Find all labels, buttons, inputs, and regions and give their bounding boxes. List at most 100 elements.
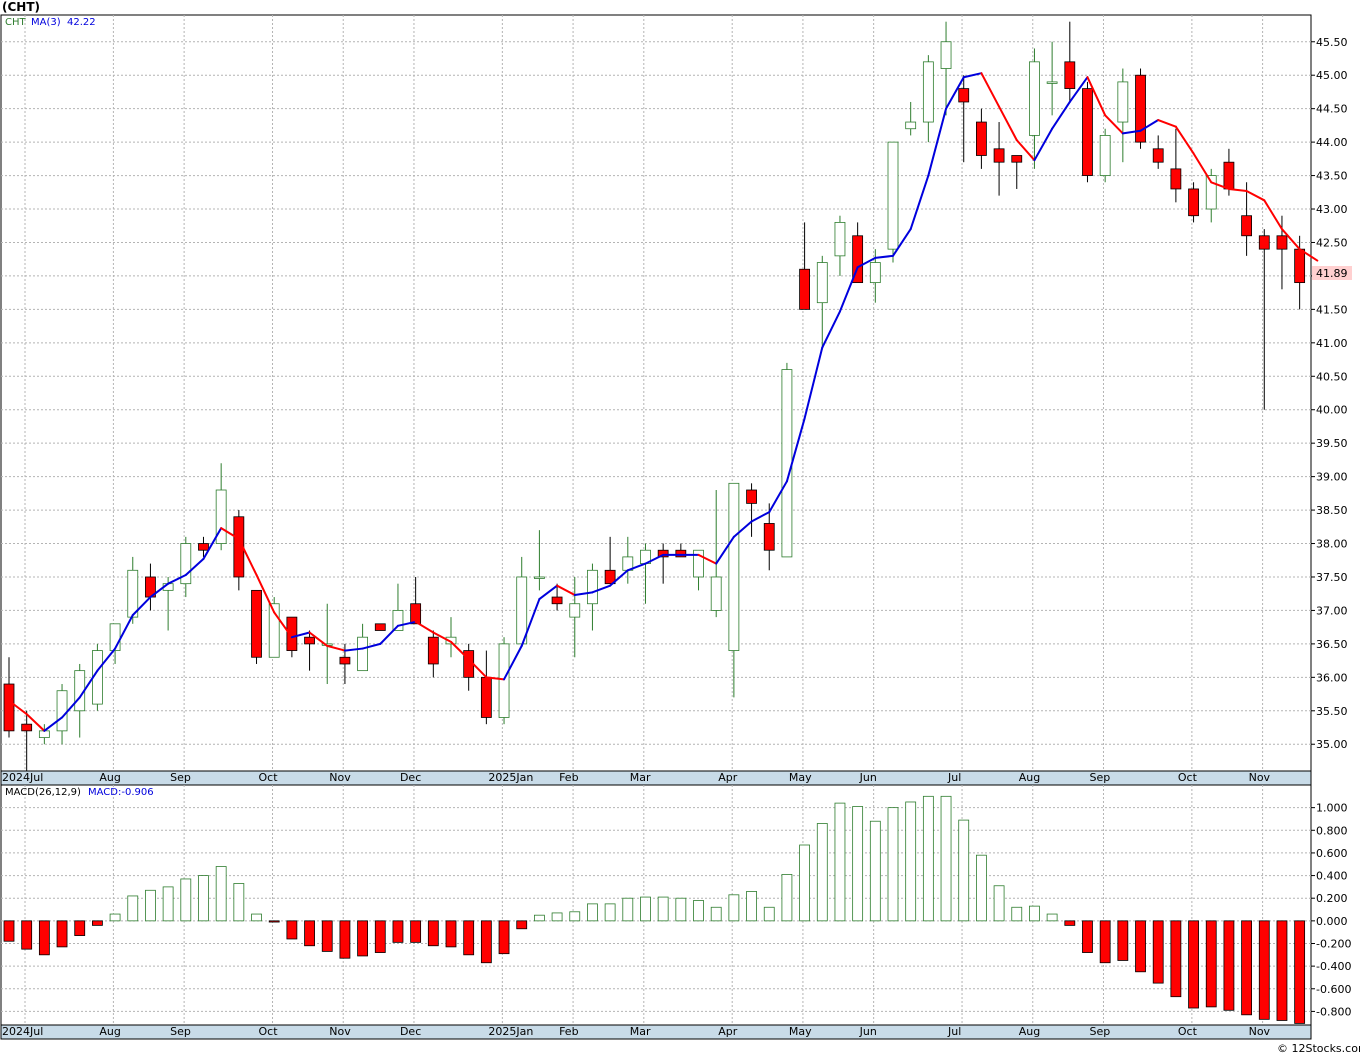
candle-body xyxy=(374,623,386,631)
macd-xtick-label: Nov xyxy=(329,1025,351,1038)
price-xtick-label: Oct xyxy=(259,771,279,784)
ma-line-segment xyxy=(149,582,170,599)
macd-bar xyxy=(480,920,492,964)
candle-body xyxy=(339,656,351,665)
macd-bar xyxy=(251,913,262,922)
ma-line-segment xyxy=(732,520,753,538)
candle-body xyxy=(746,489,757,504)
macd-ytick-label: 0.600 xyxy=(1316,847,1348,860)
ma-line-segment xyxy=(290,631,311,639)
macd-bar xyxy=(321,920,333,952)
price-ytick-label: 40.00 xyxy=(1316,404,1348,417)
macd-xaxis-strip: 2024Jul Aug Sep Oct Nov Dec 2025Jan Feb Mar Apr Ma… xyxy=(0,1024,1312,1040)
ma-line-segment xyxy=(43,716,64,732)
ma-line-segment xyxy=(167,573,187,585)
macd-bar xyxy=(392,920,404,943)
ma-line-segment xyxy=(626,562,647,572)
macd-bar xyxy=(374,920,386,953)
macd-bar xyxy=(339,920,351,959)
ma-line-segment xyxy=(361,642,382,650)
price-ytick-label: 45.50 xyxy=(1316,36,1348,49)
ma-line-segment xyxy=(1263,199,1283,231)
price-xtick-label: May xyxy=(789,771,812,784)
macd-bar xyxy=(869,820,881,922)
ma-line-segment xyxy=(379,624,399,645)
macd-bar xyxy=(905,801,917,922)
ma-line-segment xyxy=(591,584,612,594)
macd-bar xyxy=(463,920,475,956)
macd-xtick-label: 2025Jan xyxy=(488,1025,533,1038)
macd-bar xyxy=(1223,920,1235,1011)
candle-body xyxy=(480,676,492,718)
macd-ytick-label: 0.000 xyxy=(1316,915,1348,928)
candle-body xyxy=(922,61,934,123)
candle-body xyxy=(1029,61,1040,136)
candle-body xyxy=(286,616,298,651)
ma-line-segment xyxy=(1068,76,1089,103)
price-xtick-label: Nov xyxy=(1249,771,1271,784)
macd-bar xyxy=(816,823,828,922)
macd-xtick-label: Aug xyxy=(1019,1025,1040,1038)
macd-bar xyxy=(746,891,757,922)
ma-line-segment xyxy=(414,620,435,634)
macd-bar xyxy=(145,889,156,922)
macd-bar xyxy=(1029,905,1040,922)
candle-body xyxy=(1064,61,1076,89)
macd-bar xyxy=(622,897,634,922)
macd-xtick-label: Apr xyxy=(718,1025,738,1038)
price-ytick-label: 38.50 xyxy=(1316,504,1348,517)
ma-line-segment xyxy=(326,644,346,652)
price-legend-ma-label: MA(3) xyxy=(31,17,61,28)
macd-bar xyxy=(604,903,616,922)
ma-line-segment xyxy=(856,256,877,269)
macd-bar xyxy=(1241,920,1252,1016)
candle-body xyxy=(1205,175,1217,210)
macd-xtick-label: Jun xyxy=(859,1025,877,1038)
macd-bar xyxy=(427,920,439,947)
ma-line-segment xyxy=(750,511,771,523)
price-xtick-label: Oct xyxy=(1178,771,1198,784)
macd-bar xyxy=(198,875,209,922)
ma-line-segment xyxy=(467,658,488,679)
ma-line-segment xyxy=(697,553,718,565)
candle-body xyxy=(799,268,810,310)
macd-xtick-label: Mar xyxy=(630,1025,651,1038)
macd-bar xyxy=(268,920,280,923)
candle-body xyxy=(781,369,793,558)
candle-body xyxy=(1241,215,1252,237)
macd-bar xyxy=(21,920,33,950)
candle-body xyxy=(728,482,740,651)
candle-body xyxy=(268,603,280,658)
price-panel: 35.00 35.50 36.00 36.50 37.00 37.50 38.00 38.50… xyxy=(0,14,1352,772)
macd-ytick-label: 0.200 xyxy=(1316,892,1348,905)
price-ytick-label: 35.50 xyxy=(1316,705,1348,718)
macd-bar xyxy=(922,795,934,922)
candle-body xyxy=(251,589,262,658)
candle-body xyxy=(940,41,952,69)
price-ytick-label: 45.00 xyxy=(1316,69,1348,82)
candle-body xyxy=(21,723,33,732)
candle-body xyxy=(869,262,881,284)
candle-body xyxy=(1099,135,1111,176)
macd-bar xyxy=(1082,920,1093,953)
ma-line-segment xyxy=(821,310,841,349)
macd-xtick-label: Oct xyxy=(1178,1025,1198,1038)
ma-line-segment xyxy=(78,669,99,699)
candle-body xyxy=(1258,235,1270,250)
macd-bar xyxy=(728,894,740,922)
macd-xtick-label: Nov xyxy=(1249,1025,1271,1038)
ma-line-segment xyxy=(202,527,223,560)
macd-bar xyxy=(993,885,1005,922)
macd-bar xyxy=(763,906,775,922)
macd-bar xyxy=(357,920,369,957)
ma-line-segment xyxy=(520,598,541,647)
macd-xtick-label: Dec xyxy=(400,1025,421,1038)
ma-line-segment xyxy=(450,640,470,661)
candle-body xyxy=(816,262,828,304)
candle-body xyxy=(534,576,545,579)
ma-line-segment xyxy=(237,537,258,576)
price-ytick-label: 44.50 xyxy=(1316,103,1348,116)
candle-body xyxy=(198,543,209,551)
ma-line-segment xyxy=(980,72,1001,108)
